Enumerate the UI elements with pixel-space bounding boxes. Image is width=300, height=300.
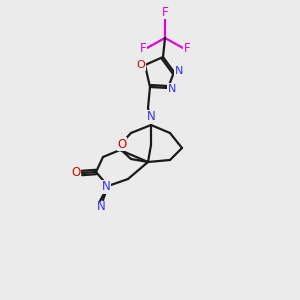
Text: N: N (102, 181, 110, 194)
Text: N: N (97, 200, 105, 212)
Text: O: O (117, 137, 127, 151)
Text: O: O (136, 60, 146, 70)
Text: O: O (71, 167, 81, 179)
Text: F: F (140, 41, 146, 55)
Text: F: F (162, 5, 168, 19)
Text: N: N (175, 66, 183, 76)
Text: N: N (168, 84, 176, 94)
Text: N: N (147, 110, 155, 124)
Text: F: F (184, 41, 190, 55)
